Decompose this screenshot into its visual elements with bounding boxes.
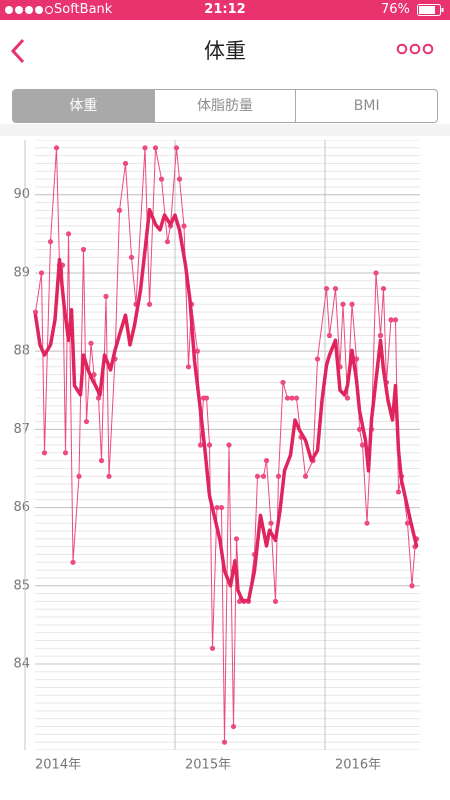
data-point [106, 473, 112, 479]
data-point [221, 739, 228, 745]
data-point [332, 285, 339, 292]
data-point [364, 520, 370, 526]
data-point [275, 473, 282, 479]
data-point [209, 645, 216, 651]
data-point [103, 293, 109, 300]
data-point [260, 473, 267, 479]
data-point [218, 504, 225, 511]
data-point [95, 395, 102, 401]
data-point [284, 395, 291, 401]
data-point [53, 145, 60, 151]
data-point [280, 379, 286, 386]
time: 21:12 [204, 2, 246, 17]
y-tick-label: 86 [13, 500, 30, 515]
data-point [254, 473, 261, 479]
y-tick-label: 89 [13, 265, 30, 280]
x-tick-label: 2014年 [35, 758, 81, 773]
data-point [356, 426, 363, 432]
data-point [142, 145, 148, 151]
data-point [392, 317, 399, 323]
data-point [233, 536, 240, 542]
data-point [289, 395, 295, 401]
data-point [47, 239, 54, 245]
signal-icon [5, 6, 53, 14]
data-point [395, 489, 402, 495]
data-point [173, 145, 180, 151]
data-point [80, 246, 87, 253]
tab[interactable]: 体脂肪量 [153, 90, 296, 122]
data-point [146, 301, 153, 307]
y-tick-label: 88 [13, 344, 30, 359]
data-point [164, 239, 171, 245]
data-point [185, 364, 192, 370]
data-point [122, 160, 129, 167]
data-point [388, 317, 394, 323]
data-point [158, 176, 165, 182]
y-tick-label: 90 [13, 187, 30, 202]
separator [0, 124, 450, 136]
status-bar: SoftBank 21:12 76% [0, 0, 450, 20]
data-point [272, 598, 279, 605]
data-point [230, 723, 237, 730]
data-point [88, 340, 94, 346]
tab[interactable]: BMI [295, 90, 437, 122]
data-point [65, 231, 72, 237]
data-point [41, 450, 48, 456]
x-tick-label: 2015年 [185, 758, 231, 773]
more-button[interactable] [396, 43, 436, 55]
back-button[interactable] [10, 38, 26, 64]
data-point [62, 450, 69, 456]
data-point [98, 458, 105, 464]
battery-text: 76% [381, 2, 410, 17]
data-point [181, 223, 187, 229]
data-point [83, 418, 90, 425]
data-point [293, 395, 300, 401]
data-point [197, 442, 204, 448]
data-point [70, 559, 76, 565]
data-point [194, 348, 201, 354]
carrier: SoftBank [54, 2, 113, 17]
data-point [206, 442, 213, 448]
series-line [33, 207, 419, 603]
data-point [404, 520, 411, 526]
data-point [38, 270, 45, 276]
data-point [214, 504, 220, 511]
data-point [76, 473, 82, 479]
data-point [203, 395, 210, 401]
data-point [344, 395, 351, 401]
nav-bar: 体重 [0, 20, 450, 80]
y-tick-label: 85 [13, 578, 30, 593]
nav-title: 体重 [204, 39, 246, 63]
data-point [302, 473, 309, 479]
data-point [268, 520, 274, 526]
data-point [116, 207, 123, 213]
data-point [409, 583, 415, 589]
data-point [176, 176, 183, 182]
data-point [32, 309, 39, 315]
data-point [326, 332, 333, 339]
data-point [91, 372, 97, 378]
data-point [323, 285, 330, 292]
data-point [314, 356, 321, 362]
data-point [349, 301, 355, 307]
data-point [373, 270, 379, 276]
data-point [128, 254, 135, 260]
data-point [380, 285, 387, 292]
data-point [359, 442, 366, 448]
x-tick-label: 2016年 [335, 758, 381, 773]
y-tick-label: 87 [13, 422, 30, 437]
data-point [377, 332, 384, 339]
data-point [226, 442, 232, 448]
data-point [152, 145, 159, 151]
battery-icon [417, 4, 444, 16]
data-point [263, 458, 270, 464]
y-tick-label: 84 [13, 656, 30, 671]
segmented-control: 体重 体脂肪量 BMI [12, 89, 438, 123]
data-point [340, 301, 346, 307]
tab[interactable]: 体重 [13, 90, 154, 122]
